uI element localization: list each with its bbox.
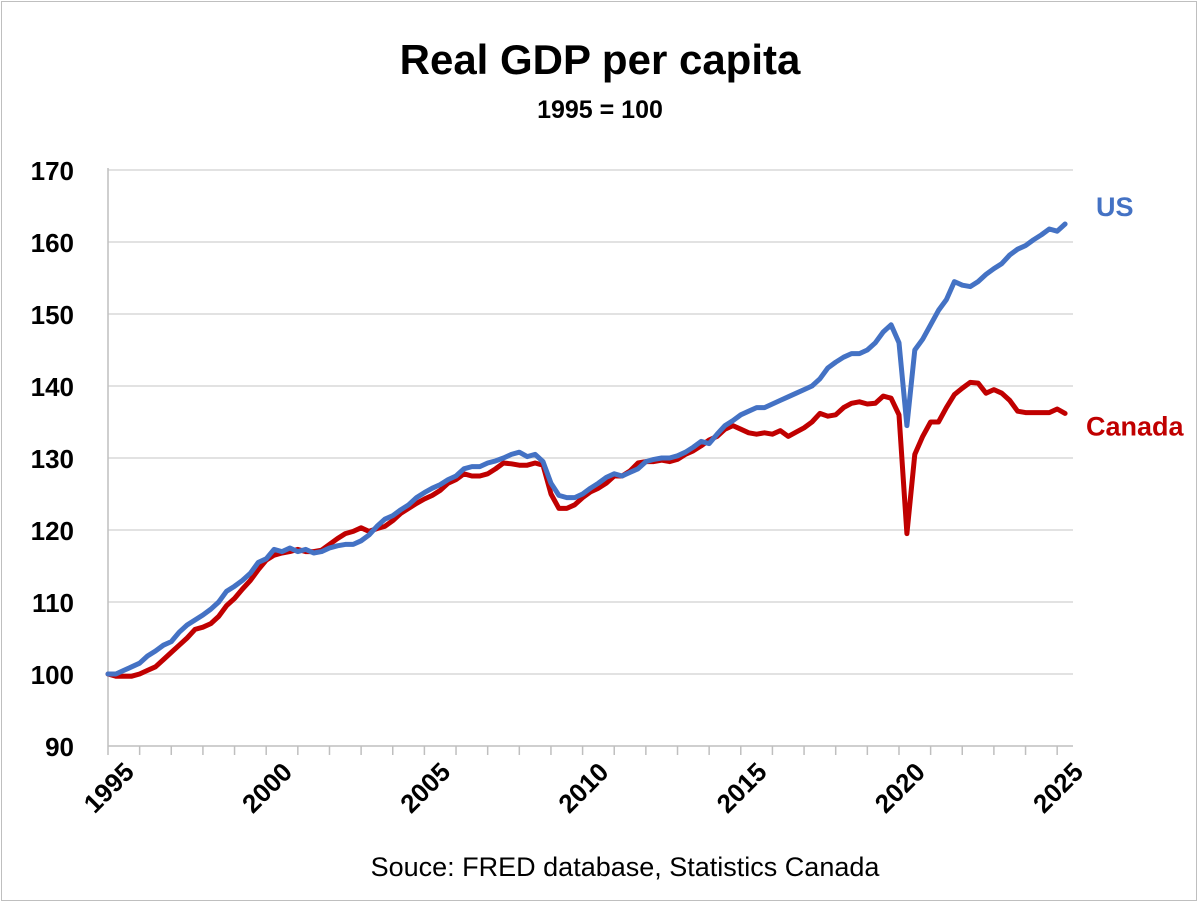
y-tick-label: 140 xyxy=(31,372,74,402)
x-tick-label: 2025 xyxy=(1027,757,1089,819)
x-tick-label: 2000 xyxy=(236,757,298,819)
grid-lines xyxy=(107,168,1073,747)
x-tick-label: 1995 xyxy=(78,757,140,819)
x-axis-ticks: 1995 2000 2005 2010 2015 2020 2025 xyxy=(78,746,1089,819)
x-tick-label: 2005 xyxy=(394,757,456,819)
chart-title: Real GDP per capita xyxy=(399,36,801,83)
x-tick-label: 2010 xyxy=(552,757,614,819)
x-tick-label: 2020 xyxy=(869,757,931,819)
y-tick-label: 150 xyxy=(31,300,74,330)
source-note: Souce: FRED database, Statistics Canada xyxy=(370,852,880,882)
y-tick-label: 100 xyxy=(31,660,74,690)
y-tick-label: 160 xyxy=(31,228,74,258)
series-line-us xyxy=(105,221,1068,677)
series-label-canada: Canada xyxy=(1086,411,1185,441)
series-label-us: US xyxy=(1096,192,1134,222)
y-tick-label: 120 xyxy=(31,516,74,546)
series-lines xyxy=(105,221,1068,679)
y-tick-label: 130 xyxy=(31,444,74,474)
y-tick-label: 110 xyxy=(32,588,74,618)
x-tick-label: 2015 xyxy=(710,757,772,819)
chart-subtitle: 1995 = 100 xyxy=(537,96,663,124)
y-tick-label: 170 xyxy=(31,156,74,186)
y-axis-ticks: 90 100 110 120 130 140 150 160 170 xyxy=(31,156,74,762)
series-labels: US Canada xyxy=(1086,192,1185,441)
y-tick-label: 90 xyxy=(45,732,74,762)
